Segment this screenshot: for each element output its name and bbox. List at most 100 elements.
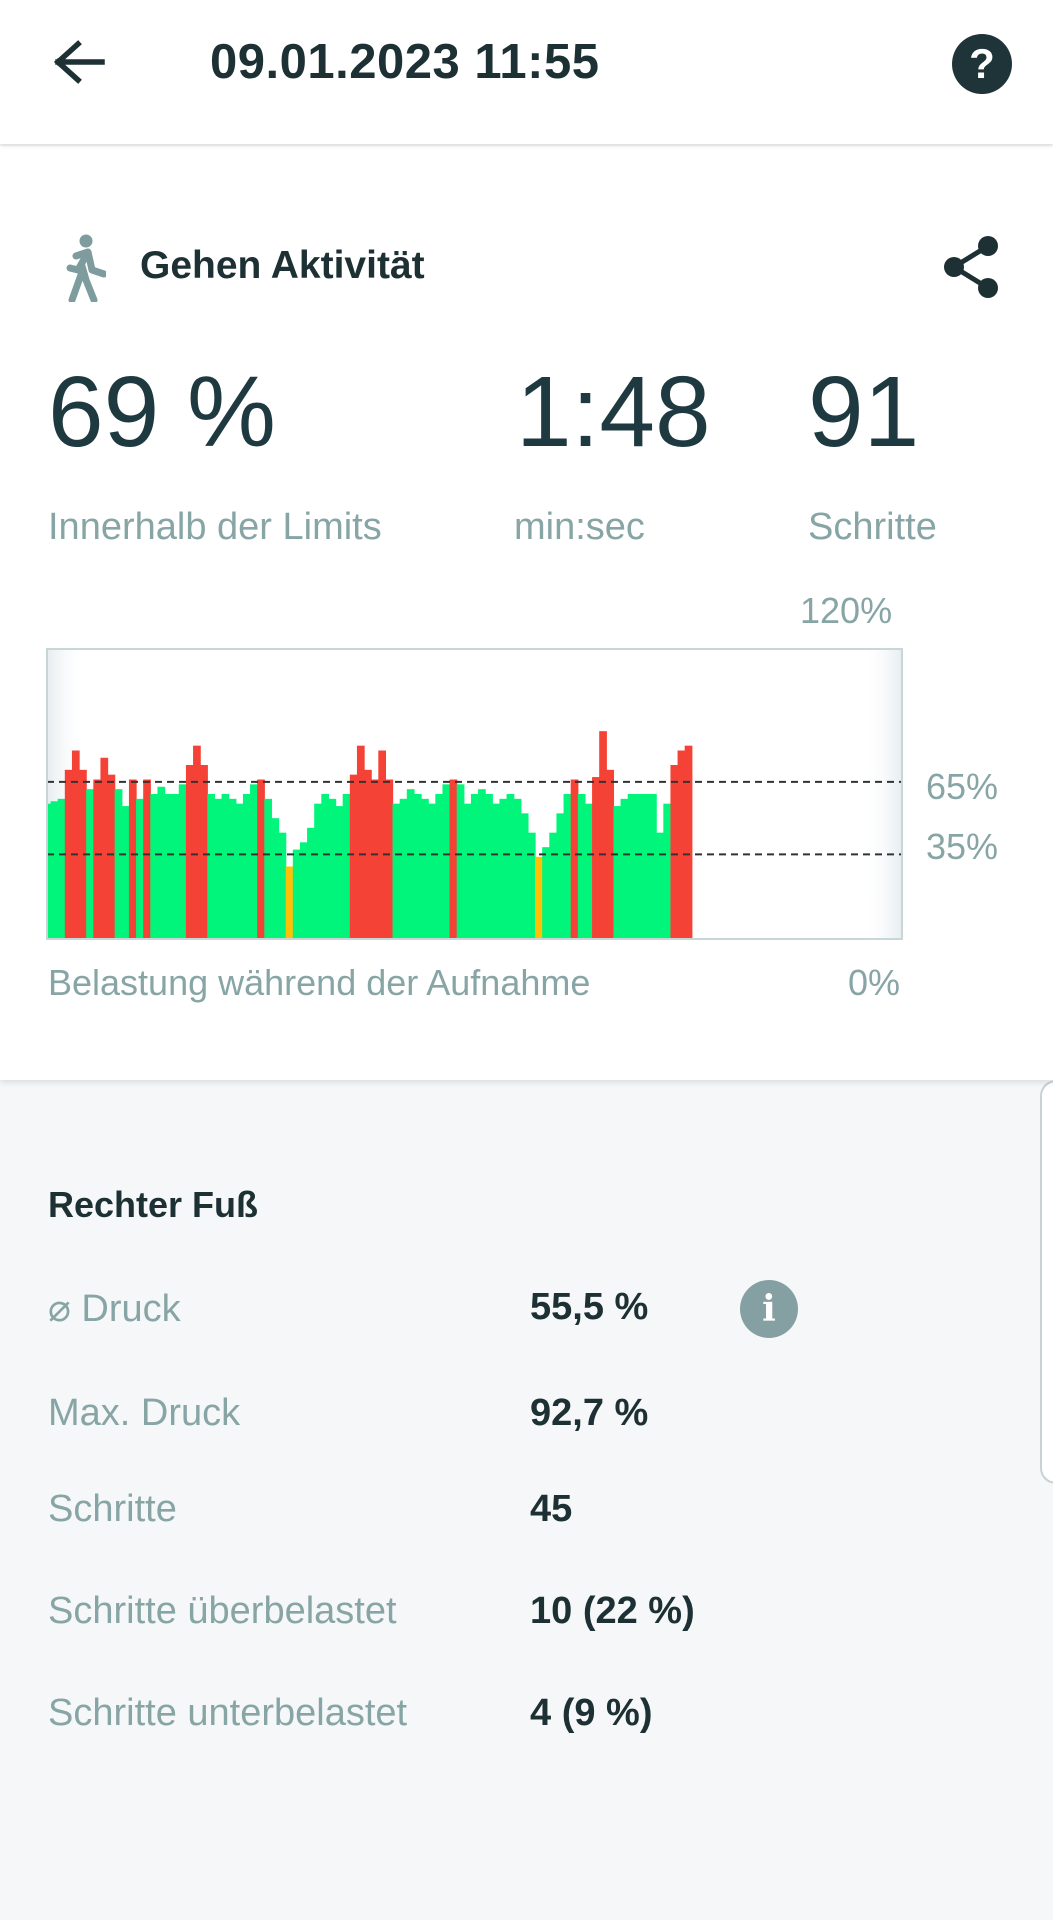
question-circle-icon: ? bbox=[969, 40, 995, 87]
underloaded-steps-label: Schritte unterbelastet bbox=[48, 1692, 408, 1734]
chart-bar bbox=[449, 779, 458, 939]
chart-bar bbox=[335, 806, 344, 939]
max-pressure-value: 92,7 % bbox=[530, 1392, 649, 1434]
chart-bar bbox=[535, 856, 543, 939]
chart-bar bbox=[57, 798, 66, 939]
chart-bar bbox=[556, 813, 565, 939]
steps-row-label: Schritte bbox=[48, 1488, 177, 1530]
chart-bar bbox=[442, 784, 451, 939]
load-chart bbox=[46, 648, 903, 940]
activity-title: Gehen Aktivität bbox=[140, 244, 425, 287]
y-tick-lower-limit: 35% bbox=[926, 826, 999, 867]
chart-bar bbox=[606, 769, 615, 939]
chart-bar bbox=[278, 832, 287, 939]
back-button[interactable] bbox=[48, 30, 112, 94]
share-icon[interactable] bbox=[940, 234, 1002, 300]
chart-bar bbox=[385, 779, 394, 939]
chart-bar bbox=[570, 779, 579, 939]
chart-bar bbox=[242, 794, 251, 939]
chart-bar bbox=[164, 794, 173, 939]
chart-bar bbox=[328, 798, 337, 939]
chart-bar bbox=[314, 803, 322, 939]
chart-bar bbox=[307, 827, 315, 939]
chart-bar bbox=[435, 794, 444, 939]
chart-bar bbox=[584, 803, 593, 939]
chart-bar bbox=[478, 789, 486, 939]
section-title-right-foot: Rechter Fuß bbox=[48, 1184, 259, 1225]
app-bar: 09.01.2023 11:55 ? bbox=[0, 0, 1053, 144]
chart-bar bbox=[527, 832, 536, 939]
chart-bar bbox=[670, 765, 679, 939]
chart-bar bbox=[392, 803, 401, 939]
page-title: 09.01.2023 11:55 bbox=[210, 35, 600, 89]
chart-bar bbox=[634, 794, 643, 939]
chart-bar bbox=[79, 769, 87, 939]
chart-bar bbox=[50, 801, 59, 939]
chart-bar bbox=[613, 806, 622, 939]
help-button[interactable]: ? bbox=[952, 34, 1012, 94]
chart-bar bbox=[128, 779, 137, 939]
chart-bar bbox=[285, 866, 294, 939]
steps-row-value: 45 bbox=[530, 1488, 573, 1530]
chart-frame bbox=[46, 648, 903, 940]
steps-label: Schritte bbox=[808, 506, 937, 548]
chart-bar bbox=[421, 798, 429, 939]
chart-bar bbox=[221, 794, 230, 939]
chart-bar bbox=[150, 794, 159, 939]
avg-pressure-value: 55,5 % bbox=[530, 1286, 649, 1328]
chart-bar bbox=[492, 803, 501, 939]
chart-bar bbox=[378, 750, 387, 939]
chart-fade-right bbox=[862, 649, 902, 939]
chart-bar bbox=[513, 798, 522, 939]
chart-bar bbox=[299, 842, 308, 939]
steps-value: 91 bbox=[808, 356, 920, 468]
chart-bar bbox=[114, 789, 123, 939]
chart-bar bbox=[86, 789, 94, 939]
chart-bar bbox=[542, 847, 550, 939]
chart-bar bbox=[577, 794, 586, 939]
chart-bar bbox=[321, 794, 330, 939]
chart-bar bbox=[349, 774, 358, 939]
underloaded-steps-value: 4 (9 %) bbox=[530, 1692, 653, 1734]
chart-bar bbox=[684, 745, 693, 939]
chart-bar bbox=[235, 803, 244, 939]
chart-bar bbox=[271, 818, 280, 939]
chart-bar bbox=[93, 779, 102, 939]
chart-bar bbox=[207, 794, 216, 939]
chart-bar bbox=[549, 832, 558, 939]
chart-bar bbox=[599, 731, 607, 939]
chart-bar bbox=[663, 803, 672, 939]
arrow-left-icon bbox=[54, 40, 105, 84]
chart-bar bbox=[463, 803, 472, 939]
in-limits-value: 69 % bbox=[48, 356, 276, 468]
chart-bar bbox=[46, 803, 52, 939]
y-tick-bottom: 0% bbox=[848, 962, 901, 1003]
chart-bar bbox=[499, 798, 508, 939]
chart-bar bbox=[121, 806, 130, 939]
y-tick-top: 120% bbox=[800, 590, 893, 631]
chart-bar bbox=[257, 779, 265, 939]
chart-bar bbox=[520, 813, 529, 939]
chart-bar bbox=[506, 794, 515, 939]
chart-bar bbox=[214, 798, 223, 939]
chart-bar bbox=[107, 774, 116, 939]
chart-bar bbox=[592, 777, 600, 939]
chart-caption: Belastung während der Aufnahme bbox=[48, 962, 591, 1003]
info-button[interactable]: i bbox=[740, 1280, 798, 1338]
chart-bar bbox=[677, 750, 686, 939]
chart-bar bbox=[100, 757, 109, 939]
avg-pressure-label: ⌀ Druck bbox=[48, 1288, 181, 1330]
y-tick-upper-limit: 65% bbox=[926, 766, 999, 807]
max-pressure-label: Max. Druck bbox=[48, 1392, 241, 1434]
chart-bar bbox=[413, 794, 422, 939]
chart-bar bbox=[399, 798, 408, 939]
chart-bar bbox=[620, 798, 629, 939]
drawer-handle[interactable] bbox=[1040, 1080, 1053, 1484]
chart-bar bbox=[563, 794, 572, 939]
chart-bar bbox=[656, 832, 664, 939]
chart-bar bbox=[136, 798, 144, 939]
chart-bar bbox=[364, 769, 372, 939]
chart-bar bbox=[157, 786, 166, 939]
chart-bar bbox=[371, 779, 379, 939]
chart-bar bbox=[200, 765, 208, 939]
